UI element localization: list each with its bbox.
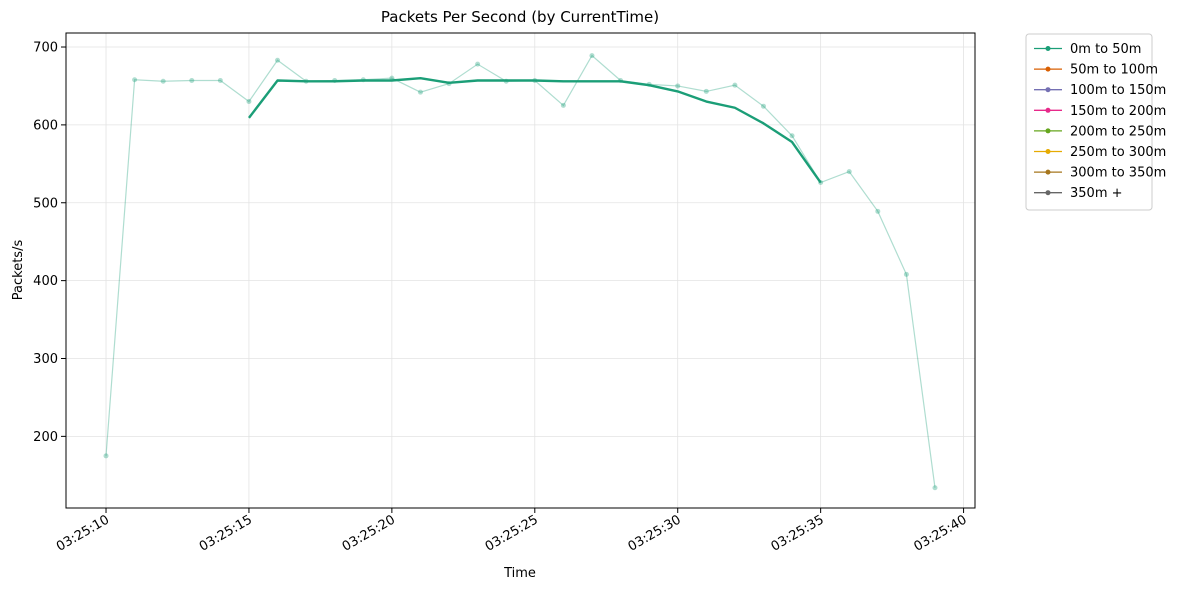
x-tick-label: 03:25:15 (197, 512, 255, 554)
axes: 200 300 400 500 600 700 03:25:10 03:25:15 03:25:… (33, 41, 969, 555)
y-axis-label: Packets/s (11, 240, 26, 301)
legend-label: 0m to 50m (1070, 42, 1141, 57)
x-tick-label: 03:25:20 (340, 512, 398, 554)
raw-data-point (589, 53, 595, 59)
smoothed-series-line (247, 76, 822, 184)
raw-data-point (789, 133, 795, 139)
legend-box (1025, 33, 1153, 211)
y-tick-label: 400 (33, 274, 58, 289)
x-tick-label: 03:25:10 (54, 512, 112, 554)
raw-data-point (246, 99, 252, 105)
series-layer (103, 53, 938, 491)
raw-series-line (105, 54, 936, 488)
legend-label: 350m + (1070, 186, 1123, 201)
raw-data-point (160, 78, 166, 84)
raw-data-point (475, 61, 481, 67)
raw-data-point (732, 82, 738, 88)
legend-label: 200m to 250m (1070, 124, 1166, 139)
raw-data-point (417, 89, 423, 95)
chart-title: Packets Per Second (by CurrentTime) (381, 8, 659, 26)
raw-data-point (875, 208, 881, 214)
raw-data-point (103, 453, 109, 459)
y-tick-label: 600 (33, 118, 58, 133)
y-tick-label: 700 (33, 41, 58, 56)
legend-marker (1045, 190, 1051, 196)
legend-marker (1045, 169, 1051, 175)
x-tick-label: 03:25:25 (483, 512, 541, 554)
raw-data-point (275, 57, 281, 63)
raw-data-point (675, 83, 681, 89)
legend-marker (1045, 87, 1051, 93)
legend-marker (1045, 66, 1051, 72)
raw-data-point (903, 271, 909, 277)
legend-label: 250m to 300m (1070, 145, 1166, 160)
legend-marker (1045, 128, 1051, 134)
y-tick-label: 500 (33, 196, 58, 211)
raw-data-point (703, 88, 709, 94)
gridlines (66, 33, 975, 508)
raw-data-point (132, 77, 138, 83)
plot-frame (65, 32, 976, 509)
y-tick-label: 300 (33, 352, 58, 367)
x-axis-label: Time (503, 566, 536, 581)
legend-marker (1045, 149, 1051, 154)
legend-marker (1045, 46, 1051, 51)
x-tick-label: 03:25:40 (911, 512, 969, 554)
raw-data-point (189, 78, 195, 83)
x-tick-label: 03:25:30 (626, 512, 684, 554)
legend: 0m to 50m 50m to 100m 100m to 150m 150m to … (1025, 33, 1166, 211)
raw-data-point (932, 485, 938, 491)
legend-label: 150m to 200m (1070, 104, 1166, 119)
legend-label: 300m to 350m (1070, 166, 1166, 181)
raw-data-point (846, 169, 852, 175)
raw-data-point (560, 102, 566, 108)
raw-data-point (760, 103, 766, 109)
raw-data-point (217, 78, 223, 83)
y-tick-label: 200 (33, 430, 58, 445)
legend-label: 50m to 100m (1070, 63, 1158, 78)
x-tick-label: 03:25:35 (769, 512, 827, 554)
legend-marker (1045, 107, 1051, 113)
legend-label: 100m to 150m (1070, 83, 1166, 98)
